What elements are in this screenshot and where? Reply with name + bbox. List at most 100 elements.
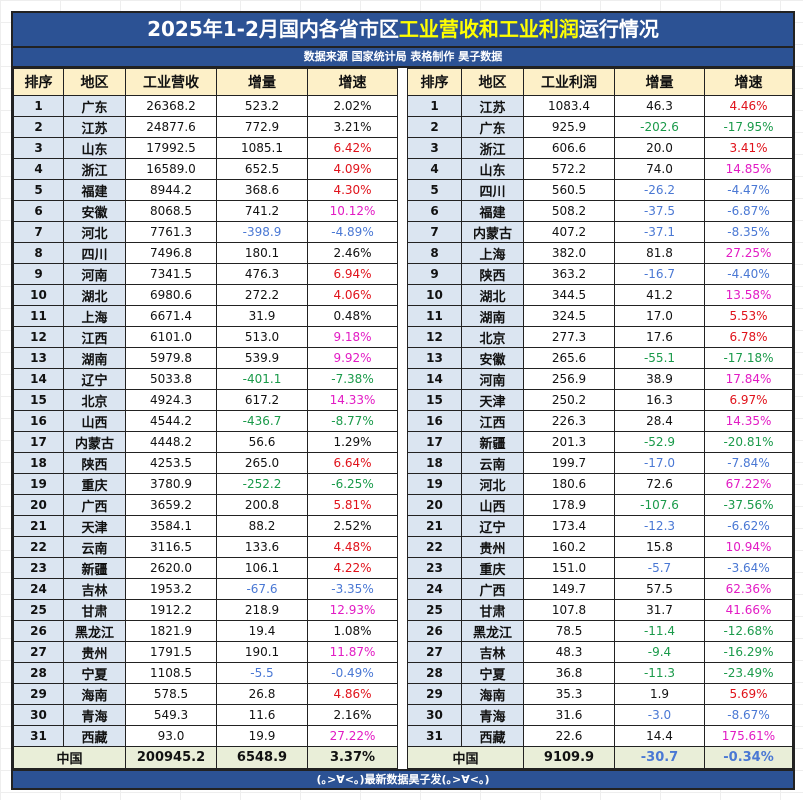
increase-cell: 523.2	[216, 95, 308, 117]
rank-cell: 11	[407, 305, 462, 327]
growth-rate-cell: 2.46%	[307, 242, 398, 264]
total-row: 中国 200945.2 6548.9 3.37%	[13, 746, 398, 769]
table-row: 7 河北 7761.3 -398.9 -4.89%	[13, 221, 398, 243]
rank-cell: 16	[13, 410, 64, 432]
increase-cell: 539.9	[216, 347, 308, 369]
profit-value: 173.4	[523, 515, 615, 537]
increase-cell: 41.2	[614, 284, 705, 306]
rank-cell: 15	[407, 389, 462, 411]
increase-cell: -12.3	[614, 515, 705, 537]
increase-cell: 617.2	[216, 389, 308, 411]
region-cell: 福建	[63, 179, 126, 201]
revenue-value: 6980.6	[125, 284, 217, 306]
growth-rate-cell: 11.87%	[307, 641, 398, 663]
table-row: 23 重庆 151.0 -5.7 -3.64%	[407, 557, 793, 579]
header-growth: 增速	[704, 68, 793, 96]
growth-rate-cell: 2.52%	[307, 515, 398, 537]
growth-rate-cell: 4.06%	[307, 284, 398, 306]
table-row: 25 甘肃 1912.2 218.9 12.93%	[13, 599, 398, 621]
region-cell: 青海	[63, 704, 126, 726]
increase-cell: 20.0	[614, 137, 705, 159]
header-region: 地区	[63, 68, 126, 96]
table-row: 17 内蒙古 4448.2 56.6 1.29%	[13, 431, 398, 453]
rank-cell: 10	[407, 284, 462, 306]
table-row: 10 湖北 344.5 41.2 13.58%	[407, 284, 793, 306]
table-row: 3 山东 17992.5 1085.1 6.42%	[13, 137, 398, 159]
table-row: 14 辽宁 5033.8 -401.1 -7.38%	[13, 368, 398, 390]
header-region: 地区	[461, 68, 524, 96]
rank-cell: 14	[407, 368, 462, 390]
revenue-value: 93.0	[125, 725, 217, 747]
region-cell: 西藏	[63, 725, 126, 747]
increase-cell: 14.4	[614, 725, 705, 747]
growth-rate-cell: 2.02%	[307, 95, 398, 117]
growth-rate-cell: 3.21%	[307, 116, 398, 138]
increase-cell: 19.4	[216, 620, 308, 642]
increase-cell: 74.0	[614, 158, 705, 180]
rank-cell: 31	[13, 725, 64, 747]
rank-cell: 17	[407, 431, 462, 453]
profit-table: 排序 地区 工业利润 增量 增速 1 江苏 1083.4 46.3 4.46% 2 广东 92…	[407, 68, 793, 769]
table-row: 19 河北 180.6 72.6 67.22%	[407, 473, 793, 495]
revenue-value: 3659.2	[125, 494, 217, 516]
growth-rate-cell: 4.46%	[704, 95, 793, 117]
table-row: 26 黑龙江 1821.9 19.4 1.08%	[13, 620, 398, 642]
rank-cell: 6	[407, 200, 462, 222]
table-row: 14 河南 256.9 38.9 17.84%	[407, 368, 793, 390]
rank-cell: 23	[13, 557, 64, 579]
increase-cell: -55.1	[614, 347, 705, 369]
region-cell: 甘肃	[63, 599, 126, 621]
revenue-value: 7761.3	[125, 221, 217, 243]
growth-rate-cell: -17.18%	[704, 347, 793, 369]
table-row: 24 广西 149.7 57.5 62.36%	[407, 578, 793, 600]
increase-cell: 31.7	[614, 599, 705, 621]
rank-cell: 1	[407, 95, 462, 117]
growth-rate-cell: 5.69%	[704, 683, 793, 705]
region-cell: 山西	[63, 410, 126, 432]
increase-cell: -3.0	[614, 704, 705, 726]
region-cell: 江苏	[63, 116, 126, 138]
growth-rate-cell: 6.94%	[307, 263, 398, 285]
increase-cell: 200.8	[216, 494, 308, 516]
revenue-value: 1108.5	[125, 662, 217, 684]
increase-cell: -11.3	[614, 662, 705, 684]
region-cell: 陕西	[461, 263, 524, 285]
increase-cell: -252.2	[216, 473, 308, 495]
rank-cell: 28	[407, 662, 462, 684]
profit-value: 560.5	[523, 179, 615, 201]
rank-cell: 17	[13, 431, 64, 453]
revenue-value: 1912.2	[125, 599, 217, 621]
table-row: 12 北京 277.3 17.6 6.78%	[407, 326, 793, 348]
increase-cell: -26.2	[614, 179, 705, 201]
profit-value: 226.3	[523, 410, 615, 432]
growth-rate-cell: -6.25%	[307, 473, 398, 495]
rank-cell: 26	[407, 620, 462, 642]
revenue-value: 2620.0	[125, 557, 217, 579]
revenue-value: 1821.9	[125, 620, 217, 642]
region-cell: 广东	[63, 95, 126, 117]
region-cell: 安徽	[63, 200, 126, 222]
table-row: 17 新疆 201.3 -52.9 -20.81%	[407, 431, 793, 453]
revenue-value: 7496.8	[125, 242, 217, 264]
table-row: 21 天津 3584.1 88.2 2.52%	[13, 515, 398, 537]
title-part2: 运行情况	[578, 17, 659, 41]
increase-cell: 11.6	[216, 704, 308, 726]
growth-rate-cell: -20.81%	[704, 431, 793, 453]
region-cell: 天津	[461, 389, 524, 411]
rank-cell: 1	[13, 95, 64, 117]
rank-cell: 29	[13, 683, 64, 705]
growth-rate-cell: 175.61%	[704, 725, 793, 747]
table-row: 25 甘肃 107.8 31.7 41.66%	[407, 599, 793, 621]
increase-cell: 38.9	[614, 368, 705, 390]
growth-rate-cell: 2.16%	[307, 704, 398, 726]
growth-rate-cell: -7.84%	[704, 452, 793, 474]
increase-cell: 368.6	[216, 179, 308, 201]
increase-cell: -5.5	[216, 662, 308, 684]
increase-cell: -17.0	[614, 452, 705, 474]
growth-rate-cell: 27.22%	[307, 725, 398, 747]
increase-cell: 81.8	[614, 242, 705, 264]
table-row: 22 贵州 160.2 15.8 10.94%	[407, 536, 793, 558]
increase-cell: 31.9	[216, 305, 308, 327]
region-cell: 新疆	[63, 557, 126, 579]
profit-value: 36.8	[523, 662, 615, 684]
